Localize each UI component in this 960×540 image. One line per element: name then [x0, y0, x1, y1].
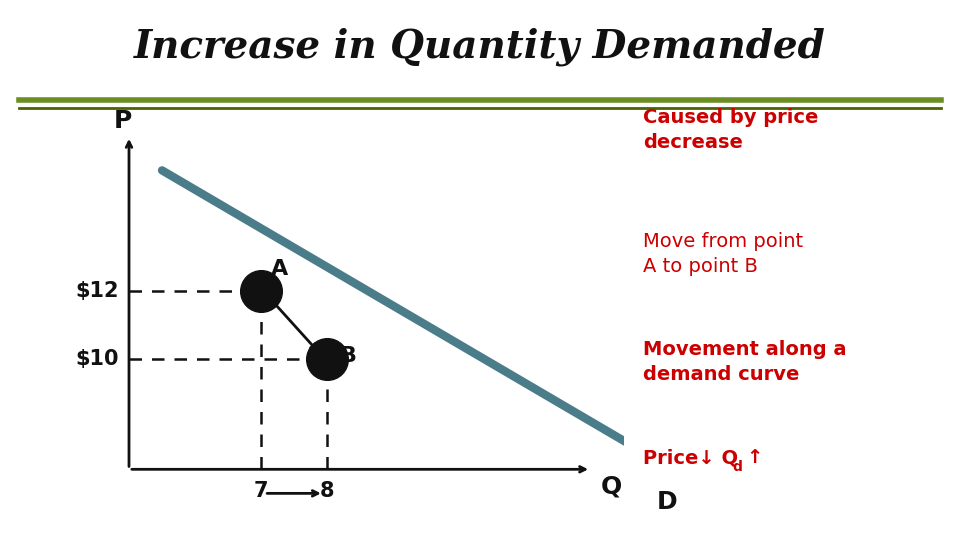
- Text: A: A: [271, 259, 288, 279]
- Point: [320, 355, 335, 363]
- Point: [253, 286, 269, 295]
- Text: ↑: ↑: [746, 448, 762, 467]
- Text: Price↓ Q: Price↓ Q: [643, 448, 738, 467]
- Text: 7: 7: [253, 481, 268, 501]
- Text: d: d: [732, 460, 742, 474]
- Text: Movement along a
demand curve: Movement along a demand curve: [643, 340, 847, 384]
- Text: P: P: [113, 109, 132, 132]
- Text: D: D: [657, 490, 678, 514]
- Text: Increase in Quantity Demanded: Increase in Quantity Demanded: [134, 27, 826, 65]
- Text: B: B: [340, 346, 357, 366]
- Text: $12: $12: [76, 281, 119, 301]
- Text: $10: $10: [76, 349, 119, 369]
- Text: 8: 8: [320, 481, 334, 501]
- Text: Move from point
A to point B: Move from point A to point B: [643, 232, 804, 276]
- Text: Caused by price
decrease: Caused by price decrease: [643, 108, 819, 152]
- Text: Q: Q: [601, 475, 622, 498]
